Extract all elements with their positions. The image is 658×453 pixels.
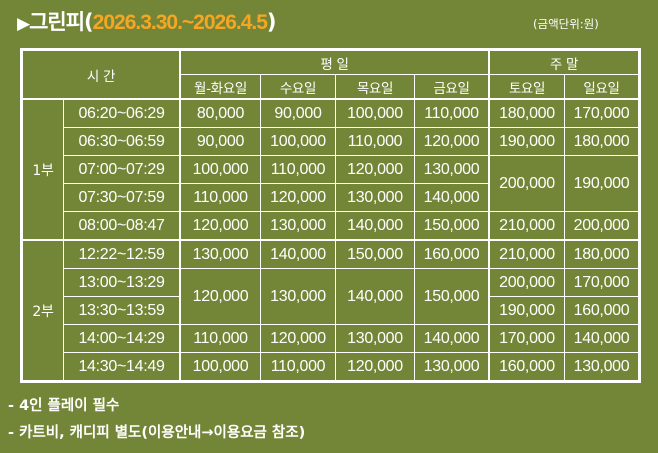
price: 140,000 xyxy=(564,324,640,353)
price: 110,000 xyxy=(414,98,490,128)
price: 190,000 xyxy=(488,296,565,325)
time-slot: 14:30~14:49 xyxy=(63,352,181,382)
time-slot: 13:00~13:29 xyxy=(63,268,181,297)
price: 120,000 xyxy=(179,268,261,325)
price: 130,000 xyxy=(335,324,415,353)
price: 100,000 xyxy=(179,155,261,184)
price: 110,000 xyxy=(260,352,336,382)
paren-open: ( xyxy=(84,10,94,34)
time-slot: 07:30~07:59 xyxy=(63,183,181,212)
price: 140,000 xyxy=(414,324,490,353)
header-day: 토요일 xyxy=(488,74,565,100)
price: 130,000 xyxy=(179,239,261,269)
price: 100,000 xyxy=(179,352,261,382)
header-weekend: 주 말 xyxy=(488,49,640,75)
price: 130,000 xyxy=(564,352,640,382)
price: 150,000 xyxy=(335,239,415,269)
part-label: 2부 xyxy=(21,239,64,382)
price: 170,000 xyxy=(488,324,565,353)
price: 180,000 xyxy=(564,239,640,269)
price: 120,000 xyxy=(260,324,336,353)
paren-close: ) xyxy=(266,10,277,34)
price: 130,000 xyxy=(335,183,415,212)
time-slot: 06:30~06:59 xyxy=(63,127,181,156)
price: 120,000 xyxy=(335,352,415,382)
price: 210,000 xyxy=(488,239,565,269)
unit-note: (금액단위:원) xyxy=(533,17,599,31)
title-period: 2026.3.30.~2026.4.5 xyxy=(92,11,268,34)
time-slot: 08:00~08:47 xyxy=(63,211,181,241)
price: 110,000 xyxy=(179,324,261,353)
price: 90,000 xyxy=(179,127,261,156)
price: 170,000 xyxy=(564,268,640,297)
price: 120,000 xyxy=(260,183,336,212)
price: 110,000 xyxy=(179,183,261,212)
price: 190,000 xyxy=(488,127,565,156)
price: 130,000 xyxy=(260,268,336,325)
price: 80,000 xyxy=(179,98,261,128)
header-day: 목요일 xyxy=(335,74,415,100)
time-slot: 06:20~06:29 xyxy=(63,98,181,128)
price: 110,000 xyxy=(335,127,415,156)
price: 110,000 xyxy=(260,155,336,184)
time-slot: 12:22~12:59 xyxy=(63,239,181,269)
time-slot: 07:00~07:29 xyxy=(63,155,181,184)
header-weekday: 평 일 xyxy=(179,49,490,75)
time-slot: 14:00~14:29 xyxy=(63,324,181,353)
price: 150,000 xyxy=(414,211,490,241)
price: 140,000 xyxy=(260,239,336,269)
price: 120,000 xyxy=(335,155,415,184)
title-name: 그린피 xyxy=(29,10,85,34)
time-slot: 13:30~13:59 xyxy=(63,296,181,325)
page-title: ▶그린피(2026.3.30.~2026.4.5) xyxy=(17,6,276,36)
price: 140,000 xyxy=(414,183,490,212)
price: 130,000 xyxy=(260,211,336,241)
header-time: 시 간 xyxy=(21,49,181,100)
price: 150,000 xyxy=(414,268,490,325)
price: 160,000 xyxy=(564,296,640,325)
price: 180,000 xyxy=(488,98,565,128)
price: 130,000 xyxy=(414,352,490,382)
price: 90,000 xyxy=(260,98,336,128)
price: 100,000 xyxy=(335,98,415,128)
part-label: 1부 xyxy=(21,98,64,241)
header-day: 금요일 xyxy=(414,74,490,100)
price: 160,000 xyxy=(414,239,490,269)
green-fee-table: 시 간 평 일 주 말 월-화요일 수요일 목요일 금요일 토요일 일요일 1부… xyxy=(20,48,641,383)
notes: - 4인 플레이 필수 - 카트비, 캐디피 별도(이용안내→이용요금 참조) xyxy=(8,393,305,447)
price: 160,000 xyxy=(488,352,565,382)
price: 140,000 xyxy=(335,211,415,241)
price: 200,000 xyxy=(564,211,640,241)
price: 140,000 xyxy=(335,268,415,325)
note-item: - 카트비, 캐디피 별도(이용안내→이용요금 참조) xyxy=(8,425,306,441)
header-day: 수요일 xyxy=(260,74,336,100)
triangle-right-icon: ▶ xyxy=(17,14,30,34)
price: 130,000 xyxy=(414,155,490,184)
price: 120,000 xyxy=(414,127,490,156)
price: 210,000 xyxy=(488,211,565,241)
price: 200,000 xyxy=(488,268,565,297)
price: 190,000 xyxy=(564,155,640,212)
header-day: 일요일 xyxy=(564,74,640,100)
note-item: - 4인 플레이 필수 xyxy=(8,398,120,414)
price: 100,000 xyxy=(260,127,336,156)
price: 170,000 xyxy=(564,98,640,128)
price: 200,000 xyxy=(488,155,565,212)
price: 120,000 xyxy=(179,211,261,241)
header-day: 월-화요일 xyxy=(179,74,261,100)
price: 180,000 xyxy=(564,127,640,156)
